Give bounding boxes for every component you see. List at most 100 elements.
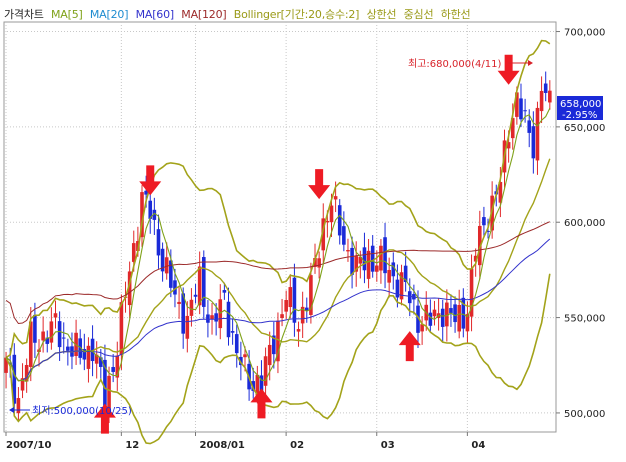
candle-body <box>519 98 523 120</box>
candle-body <box>407 291 412 304</box>
candle-body <box>428 312 433 326</box>
arrow-down-icon <box>139 165 162 196</box>
bollinger-upper-line <box>5 39 551 359</box>
candle-body <box>346 249 350 252</box>
candle-body <box>107 375 111 417</box>
x-tick-label: 2008/01 <box>199 440 244 451</box>
candle-body <box>90 338 95 362</box>
candle-body <box>131 243 136 262</box>
arrow-up-icon <box>398 331 421 362</box>
candle-body <box>548 90 552 103</box>
candle-body <box>8 362 12 364</box>
candle-body <box>350 247 354 275</box>
candle-body <box>498 181 503 203</box>
candle-body <box>276 320 280 362</box>
candle-body <box>152 209 157 220</box>
candle-body <box>173 280 177 295</box>
candle-body <box>325 220 330 223</box>
candle-body <box>255 374 260 396</box>
x-tick-label: 04 <box>471 440 485 451</box>
candle-body <box>78 338 83 358</box>
candle-body <box>99 357 103 367</box>
ma60-line <box>5 238 551 382</box>
y-tick-label: 700,000 <box>564 28 605 39</box>
candle-body <box>486 230 490 232</box>
candle-body <box>243 354 247 358</box>
candle-body <box>358 256 363 264</box>
candle-body <box>473 255 478 262</box>
candle-body <box>206 314 210 323</box>
ma120-line <box>5 221 551 325</box>
candle-body <box>375 265 379 272</box>
current-price-change: -2.95% <box>562 110 597 121</box>
candle-body <box>214 313 218 322</box>
candle-body <box>531 126 536 159</box>
candle-body <box>160 248 165 272</box>
bollinger-middle-line <box>5 158 551 382</box>
candle-body <box>469 268 474 317</box>
candle-body <box>177 301 181 305</box>
legend-lower: 하한선 <box>440 8 471 21</box>
candle-body <box>86 345 91 369</box>
candle-body <box>523 110 527 112</box>
candle-body <box>148 200 153 219</box>
x-tick-label: 02 <box>290 440 304 451</box>
legend-ma20: MA[20] <box>89 8 129 21</box>
candle-body <box>329 205 334 223</box>
candle-body <box>449 308 453 314</box>
candle-body <box>201 257 206 307</box>
candle-body <box>399 272 404 300</box>
candle-body <box>111 367 115 372</box>
legend-bollinger: Bollinger[기간:20,승수:2] <box>233 8 360 21</box>
candle-body <box>33 314 37 343</box>
candle-body <box>440 308 445 327</box>
candle-body <box>61 337 66 339</box>
legend-ma60: MA[60] <box>135 8 175 21</box>
candle-body <box>543 83 548 93</box>
candle-body <box>41 331 45 341</box>
candle-body <box>119 302 124 355</box>
candle-body <box>251 381 256 391</box>
candle-body <box>337 205 342 236</box>
candle-body <box>292 277 297 323</box>
candle-body <box>197 266 202 306</box>
candle-body <box>309 275 313 315</box>
plot-frame <box>3 21 557 433</box>
candle-body <box>510 118 515 139</box>
candle-body <box>272 335 276 355</box>
candle-body <box>263 356 268 386</box>
candle-body <box>370 245 375 272</box>
high-annotation: 최고:680,000(4/11) <box>408 58 501 70</box>
candle-body <box>379 245 383 271</box>
candle-body <box>366 250 371 279</box>
candle-body <box>259 375 264 392</box>
candle-body <box>342 226 346 245</box>
candle-body <box>453 304 457 323</box>
candle-body <box>317 258 321 268</box>
candle-body <box>296 329 301 332</box>
candle-body <box>4 357 8 373</box>
candle-body <box>383 237 387 274</box>
candle-body <box>164 257 169 274</box>
candle-body <box>94 354 99 364</box>
candle-body <box>127 271 132 306</box>
candle-body <box>535 107 540 161</box>
candle-body <box>539 90 544 112</box>
bollinger-lower-line <box>5 273 551 445</box>
candle-body <box>210 315 214 320</box>
candle-body <box>432 309 437 317</box>
candle-body <box>527 120 532 133</box>
candle-body <box>403 265 408 282</box>
y-tick-label: 550,000 <box>564 314 605 325</box>
arrow-up-icon <box>93 403 116 434</box>
x-tick-label: 03 <box>381 440 395 451</box>
chart-legend: 가격차트 MA[5] MA[20] MA[60] MA[120] Bolling… <box>4 6 474 22</box>
y-tick-label: 500,000 <box>564 409 605 420</box>
candle-body <box>169 260 173 288</box>
legend-ma120: MA[120] <box>181 8 227 21</box>
candle-body <box>66 346 70 351</box>
low-annotation: 최저:500,000(10/25) <box>32 405 132 417</box>
candle-body <box>49 321 54 343</box>
